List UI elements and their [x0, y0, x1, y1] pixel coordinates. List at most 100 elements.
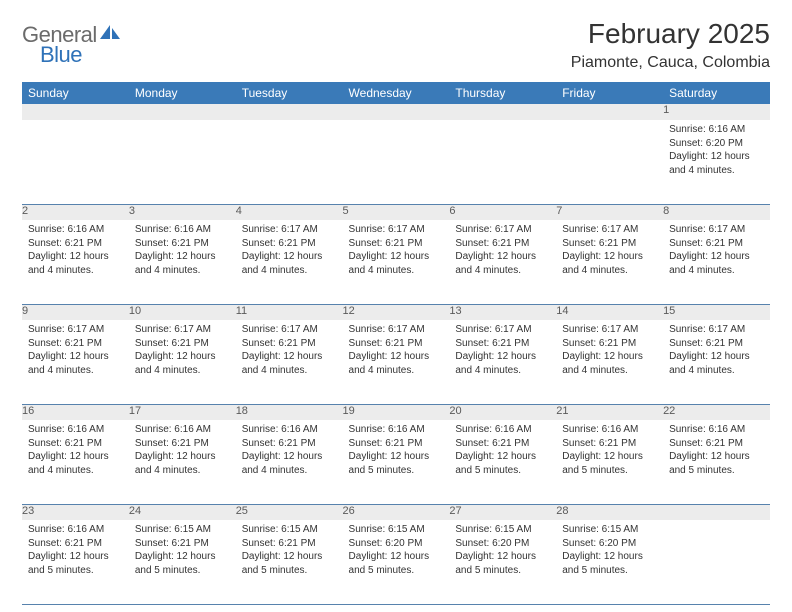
- day-details: Sunrise: 6:16 AMSunset: 6:21 PMDaylight:…: [236, 420, 343, 481]
- day-cell: Sunrise: 6:17 AMSunset: 6:21 PMDaylight:…: [556, 220, 663, 304]
- day-details: Sunrise: 6:17 AMSunset: 6:21 PMDaylight:…: [663, 220, 770, 281]
- sunrise-text: Sunrise: 6:16 AM: [669, 123, 764, 137]
- day-cell: Sunrise: 6:17 AMSunset: 6:21 PMDaylight:…: [663, 320, 770, 404]
- day-details: Sunrise: 6:17 AMSunset: 6:21 PMDaylight:…: [449, 220, 556, 281]
- day-number: 18: [236, 404, 343, 420]
- day-number: 24: [129, 504, 236, 520]
- daylight-text: Daylight: 12 hours and 4 minutes.: [562, 350, 657, 377]
- weekday-header: Sunday: [22, 82, 129, 104]
- day-number: 21: [556, 404, 663, 420]
- day-details: Sunrise: 6:16 AMSunset: 6:21 PMDaylight:…: [22, 420, 129, 481]
- daylight-text: Daylight: 12 hours and 4 minutes.: [349, 350, 444, 377]
- day-cell: Sunrise: 6:17 AMSunset: 6:21 PMDaylight:…: [449, 320, 556, 404]
- daylight-text: Daylight: 12 hours and 4 minutes.: [135, 450, 230, 477]
- day-number: 10: [129, 304, 236, 320]
- daynum-row: 2345678: [22, 204, 770, 220]
- weekday-header: Friday: [556, 82, 663, 104]
- day-cell: Sunrise: 6:16 AMSunset: 6:20 PMDaylight:…: [663, 120, 770, 204]
- day-cell: Sunrise: 6:17 AMSunset: 6:21 PMDaylight:…: [449, 220, 556, 304]
- sunset-text: Sunset: 6:21 PM: [135, 337, 230, 351]
- daylight-text: Daylight: 12 hours and 4 minutes.: [455, 350, 550, 377]
- day-details: Sunrise: 6:16 AMSunset: 6:21 PMDaylight:…: [449, 420, 556, 481]
- day-details: Sunrise: 6:17 AMSunset: 6:21 PMDaylight:…: [556, 220, 663, 281]
- daylight-text: Daylight: 12 hours and 4 minutes.: [455, 250, 550, 277]
- day-details: Sunrise: 6:17 AMSunset: 6:21 PMDaylight:…: [129, 320, 236, 381]
- weekday-header: Monday: [129, 82, 236, 104]
- sunrise-text: Sunrise: 6:16 AM: [28, 423, 123, 437]
- day-number: 16: [22, 404, 129, 420]
- day-number: [663, 504, 770, 520]
- day-number: [449, 104, 556, 120]
- sunset-text: Sunset: 6:21 PM: [135, 237, 230, 251]
- day-details: Sunrise: 6:15 AMSunset: 6:20 PMDaylight:…: [449, 520, 556, 581]
- daylight-text: Daylight: 12 hours and 5 minutes.: [349, 550, 444, 577]
- day-content-row: Sunrise: 6:16 AMSunset: 6:21 PMDaylight:…: [22, 220, 770, 304]
- sunrise-text: Sunrise: 6:16 AM: [135, 223, 230, 237]
- daylight-text: Daylight: 12 hours and 5 minutes.: [28, 550, 123, 577]
- day-details: Sunrise: 6:15 AMSunset: 6:20 PMDaylight:…: [343, 520, 450, 581]
- sunrise-text: Sunrise: 6:16 AM: [135, 423, 230, 437]
- daylight-text: Daylight: 12 hours and 4 minutes.: [28, 350, 123, 377]
- sunset-text: Sunset: 6:20 PM: [455, 537, 550, 551]
- day-details: Sunrise: 6:16 AMSunset: 6:21 PMDaylight:…: [129, 220, 236, 281]
- day-content-row: Sunrise: 6:16 AMSunset: 6:21 PMDaylight:…: [22, 520, 770, 604]
- sunrise-text: Sunrise: 6:17 AM: [349, 323, 444, 337]
- day-number: 25: [236, 504, 343, 520]
- sunrise-text: Sunrise: 6:17 AM: [135, 323, 230, 337]
- day-cell: Sunrise: 6:15 AMSunset: 6:20 PMDaylight:…: [556, 520, 663, 604]
- day-number: 20: [449, 404, 556, 420]
- day-details: Sunrise: 6:17 AMSunset: 6:21 PMDaylight:…: [663, 320, 770, 381]
- sunset-text: Sunset: 6:21 PM: [28, 337, 123, 351]
- daylight-text: Daylight: 12 hours and 4 minutes.: [135, 350, 230, 377]
- day-content-row: Sunrise: 6:17 AMSunset: 6:21 PMDaylight:…: [22, 320, 770, 404]
- daylight-text: Daylight: 12 hours and 4 minutes.: [242, 450, 337, 477]
- month-title: February 2025: [571, 18, 770, 50]
- sunrise-text: Sunrise: 6:16 AM: [28, 223, 123, 237]
- calendar-table: SundayMondayTuesdayWednesdayThursdayFrid…: [22, 82, 770, 605]
- daynum-row: 16171819202122: [22, 404, 770, 420]
- daylight-text: Daylight: 12 hours and 4 minutes.: [135, 250, 230, 277]
- sunset-text: Sunset: 6:21 PM: [242, 337, 337, 351]
- sunset-text: Sunset: 6:21 PM: [242, 537, 337, 551]
- sunset-text: Sunset: 6:20 PM: [562, 537, 657, 551]
- sunset-text: Sunset: 6:21 PM: [455, 237, 550, 251]
- sunrise-text: Sunrise: 6:17 AM: [455, 223, 550, 237]
- day-number: 28: [556, 504, 663, 520]
- sunset-text: Sunset: 6:21 PM: [349, 337, 444, 351]
- sunset-text: Sunset: 6:21 PM: [242, 237, 337, 251]
- sunrise-text: Sunrise: 6:16 AM: [242, 423, 337, 437]
- sunset-text: Sunset: 6:21 PM: [455, 337, 550, 351]
- sunrise-text: Sunrise: 6:16 AM: [455, 423, 550, 437]
- daylight-text: Daylight: 12 hours and 4 minutes.: [242, 250, 337, 277]
- daylight-text: Daylight: 12 hours and 5 minutes.: [135, 550, 230, 577]
- day-cell: Sunrise: 6:16 AMSunset: 6:21 PMDaylight:…: [22, 420, 129, 504]
- day-cell: Sunrise: 6:16 AMSunset: 6:21 PMDaylight:…: [129, 220, 236, 304]
- sunrise-text: Sunrise: 6:17 AM: [669, 223, 764, 237]
- day-cell: Sunrise: 6:16 AMSunset: 6:21 PMDaylight:…: [236, 420, 343, 504]
- sunrise-text: Sunrise: 6:15 AM: [135, 523, 230, 537]
- day-number: [22, 104, 129, 120]
- day-number: 9: [22, 304, 129, 320]
- sunrise-text: Sunrise: 6:17 AM: [242, 323, 337, 337]
- day-number: 1: [663, 104, 770, 120]
- day-details: Sunrise: 6:17 AMSunset: 6:21 PMDaylight:…: [236, 320, 343, 381]
- daylight-text: Daylight: 12 hours and 4 minutes.: [349, 250, 444, 277]
- sunrise-text: Sunrise: 6:17 AM: [562, 223, 657, 237]
- day-number: 7: [556, 204, 663, 220]
- weekday-header-row: SundayMondayTuesdayWednesdayThursdayFrid…: [22, 82, 770, 104]
- location: Piamonte, Cauca, Colombia: [571, 54, 770, 72]
- day-cell: Sunrise: 6:17 AMSunset: 6:21 PMDaylight:…: [236, 320, 343, 404]
- day-details: Sunrise: 6:17 AMSunset: 6:21 PMDaylight:…: [236, 220, 343, 281]
- day-cell: Sunrise: 6:16 AMSunset: 6:21 PMDaylight:…: [663, 420, 770, 504]
- day-cell: Sunrise: 6:17 AMSunset: 6:21 PMDaylight:…: [343, 220, 450, 304]
- day-details: Sunrise: 6:15 AMSunset: 6:21 PMDaylight:…: [129, 520, 236, 581]
- sunset-text: Sunset: 6:21 PM: [28, 437, 123, 451]
- day-cell: Sunrise: 6:16 AMSunset: 6:21 PMDaylight:…: [22, 520, 129, 604]
- day-cell: [556, 120, 663, 204]
- daylight-text: Daylight: 12 hours and 4 minutes.: [669, 250, 764, 277]
- day-content-row: Sunrise: 6:16 AMSunset: 6:20 PMDaylight:…: [22, 120, 770, 204]
- sunset-text: Sunset: 6:21 PM: [562, 237, 657, 251]
- day-details: Sunrise: 6:17 AMSunset: 6:21 PMDaylight:…: [22, 320, 129, 381]
- sunrise-text: Sunrise: 6:17 AM: [455, 323, 550, 337]
- daylight-text: Daylight: 12 hours and 5 minutes.: [669, 450, 764, 477]
